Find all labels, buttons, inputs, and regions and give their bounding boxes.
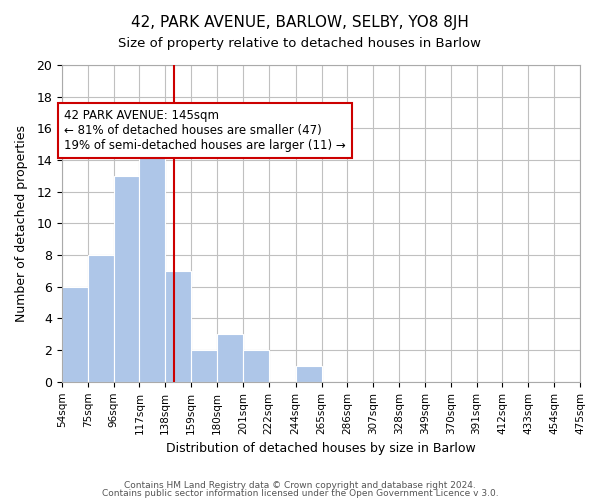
X-axis label: Distribution of detached houses by size in Barlow: Distribution of detached houses by size … (166, 442, 476, 455)
Bar (62, 287, 88, 382)
Bar (88, 255, 113, 382)
Bar (165, 271, 191, 382)
Text: Contains public sector information licensed under the Open Government Licence v : Contains public sector information licen… (101, 488, 499, 498)
Bar (243, 350, 269, 382)
Bar (217, 334, 243, 382)
Bar (296, 366, 322, 382)
Text: Contains HM Land Registry data © Crown copyright and database right 2024.: Contains HM Land Registry data © Crown c… (124, 481, 476, 490)
Y-axis label: Number of detached properties: Number of detached properties (15, 125, 28, 322)
Text: Size of property relative to detached houses in Barlow: Size of property relative to detached ho… (119, 38, 482, 51)
Bar (113, 176, 139, 382)
Text: 42, PARK AVENUE, BARLOW, SELBY, YO8 8JH: 42, PARK AVENUE, BARLOW, SELBY, YO8 8JH (131, 15, 469, 30)
Text: 42 PARK AVENUE: 145sqm
← 81% of detached houses are smaller (47)
19% of semi-det: 42 PARK AVENUE: 145sqm ← 81% of detached… (64, 110, 346, 152)
Bar (191, 350, 217, 382)
Bar (139, 128, 165, 382)
